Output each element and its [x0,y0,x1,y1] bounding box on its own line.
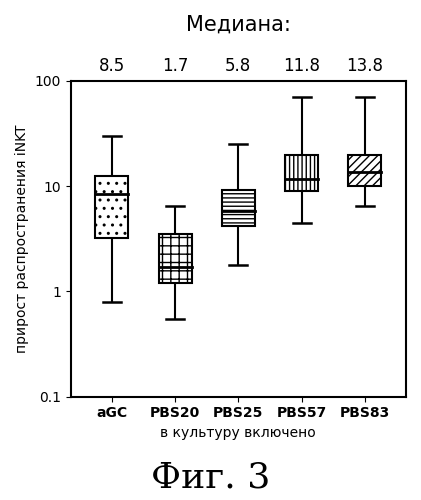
Bar [222,190,255,226]
Text: 1.7: 1.7 [162,56,188,74]
Bar [95,176,128,238]
Text: 11.8: 11.8 [283,56,320,74]
Text: 8.5: 8.5 [99,56,125,74]
Bar [159,234,192,283]
Text: Фиг. 3: Фиг. 3 [151,461,270,495]
Text: 13.8: 13.8 [346,56,384,74]
X-axis label: в культуру включено: в культуру включено [160,426,316,440]
Text: 5.8: 5.8 [225,56,251,74]
Bar [285,154,318,191]
Y-axis label: прирост распространения iNKT: прирост распространения iNKT [15,124,29,353]
Bar [349,154,381,186]
Title: Медиана:: Медиана: [186,15,291,35]
